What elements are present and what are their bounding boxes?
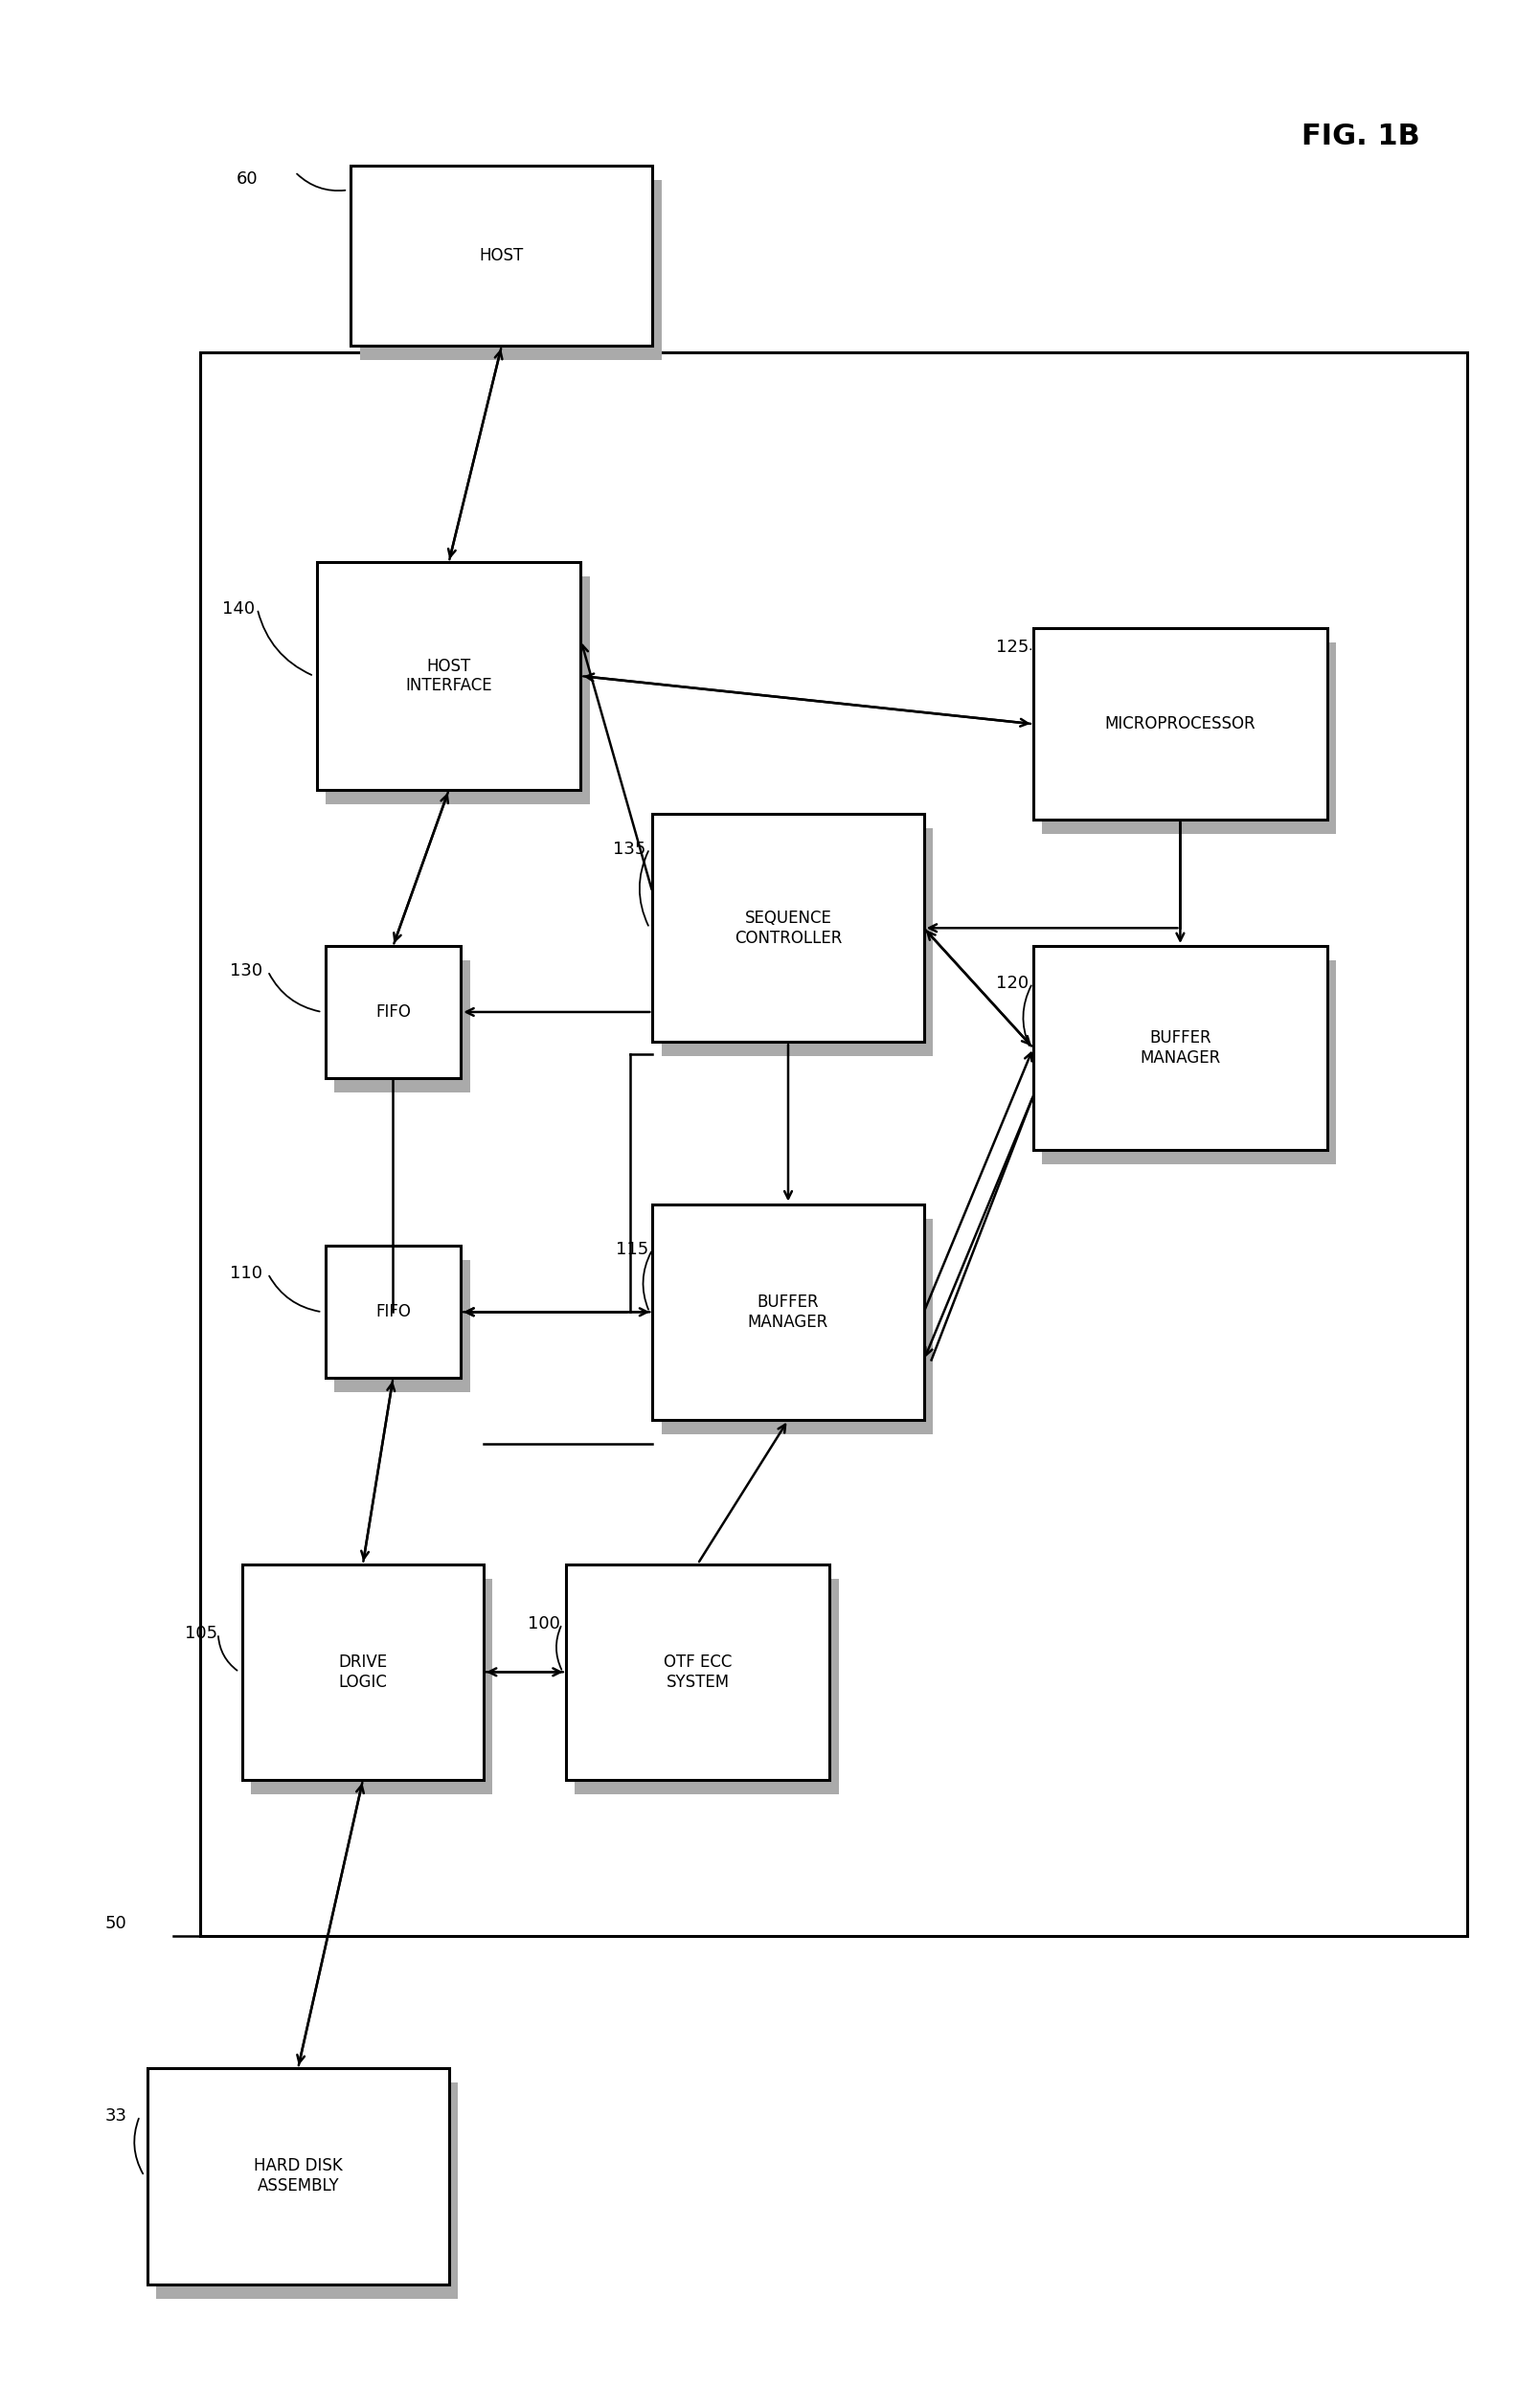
Bar (1043, 961, 1336, 1165)
Text: BUFFER
MANAGER: BUFFER MANAGER (1140, 1031, 1220, 1067)
Text: HOST
INTERFACE: HOST INTERFACE (405, 657, 493, 694)
Text: 105: 105 (185, 1625, 218, 1642)
Text: FIFO: FIFO (376, 1004, 411, 1021)
Bar (350, 166, 652, 347)
Text: BUFFER
MANAGER: BUFFER MANAGER (747, 1293, 829, 1332)
Bar (1034, 628, 1328, 821)
Text: SEQUENCE
CONTROLLER: SEQUENCE CONTROLLER (734, 910, 841, 946)
Text: 60: 60 (236, 171, 258, 188)
Bar (334, 961, 470, 1093)
Text: HOST: HOST (479, 248, 525, 265)
Bar (661, 828, 932, 1057)
Text: MICROPROCESSOR: MICROPROCESSOR (1105, 715, 1255, 732)
Bar (317, 561, 581, 790)
Bar (652, 1204, 923, 1421)
Text: 110: 110 (230, 1264, 262, 1281)
Text: FIG. 1B: FIG. 1B (1302, 123, 1420, 149)
Bar (652, 814, 923, 1043)
Bar (326, 946, 461, 1079)
Bar (156, 2083, 458, 2297)
Text: FIFO: FIFO (376, 1303, 411, 1320)
Text: OTF ECC
SYSTEM: OTF ECC SYSTEM (664, 1654, 732, 1690)
Text: 140: 140 (223, 600, 255, 616)
Bar (252, 1577, 493, 1794)
Text: 33: 33 (105, 2107, 127, 2124)
Bar (661, 1218, 932, 1435)
Bar (1034, 946, 1328, 1151)
Text: 135: 135 (614, 840, 646, 857)
Bar (359, 181, 661, 361)
Text: 50: 50 (105, 1914, 127, 1934)
Bar (575, 1577, 838, 1794)
Bar (147, 2068, 449, 2285)
Text: DRIVE
LOGIC: DRIVE LOGIC (338, 1654, 388, 1690)
Text: HARD DISK
ASSEMBLY: HARD DISK ASSEMBLY (253, 2158, 343, 2194)
Bar (326, 576, 590, 804)
Text: 130: 130 (230, 963, 262, 980)
Bar (565, 1565, 829, 1780)
Bar (1043, 643, 1336, 836)
Text: 115: 115 (615, 1240, 649, 1259)
Text: 120: 120 (996, 975, 1029, 992)
Bar (326, 1245, 461, 1377)
Text: 100: 100 (528, 1616, 559, 1633)
Text: 125: 125 (996, 638, 1029, 655)
Bar (334, 1259, 470, 1392)
Bar (200, 352, 1467, 1936)
Bar (243, 1565, 484, 1780)
